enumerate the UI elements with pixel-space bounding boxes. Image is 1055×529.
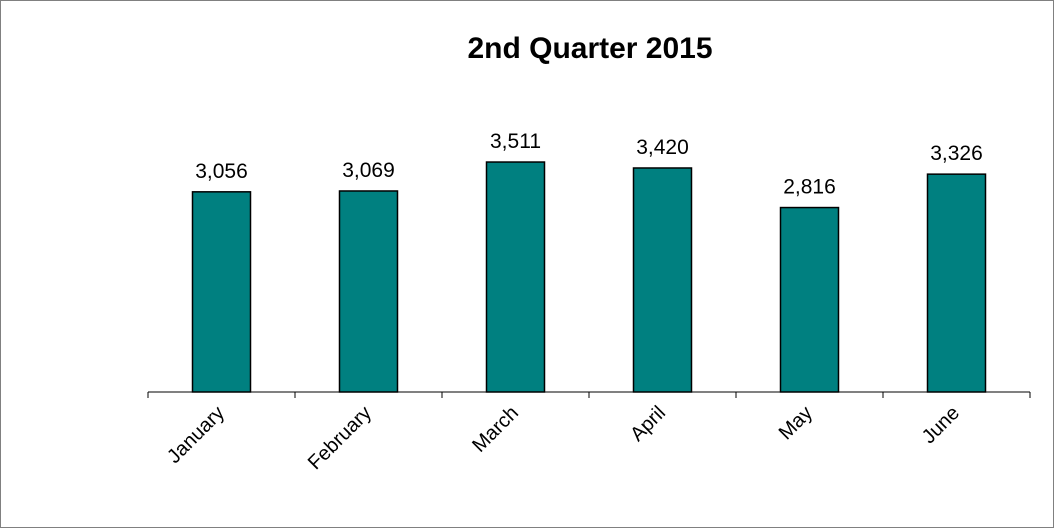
value-label: 3,326 <box>930 142 983 165</box>
bar <box>191 191 252 393</box>
chart-title: 2nd Quarter 2015 <box>467 32 712 65</box>
bar <box>632 167 693 393</box>
bar <box>779 206 840 393</box>
value-label: 3,511 <box>490 130 541 153</box>
bar <box>485 161 546 393</box>
value-label: 2,816 <box>783 176 836 199</box>
bar <box>338 190 399 393</box>
value-label: 3,069 <box>342 159 395 182</box>
bar <box>926 173 987 393</box>
value-label: 3,056 <box>195 160 248 183</box>
value-label: 3,420 <box>636 136 689 159</box>
